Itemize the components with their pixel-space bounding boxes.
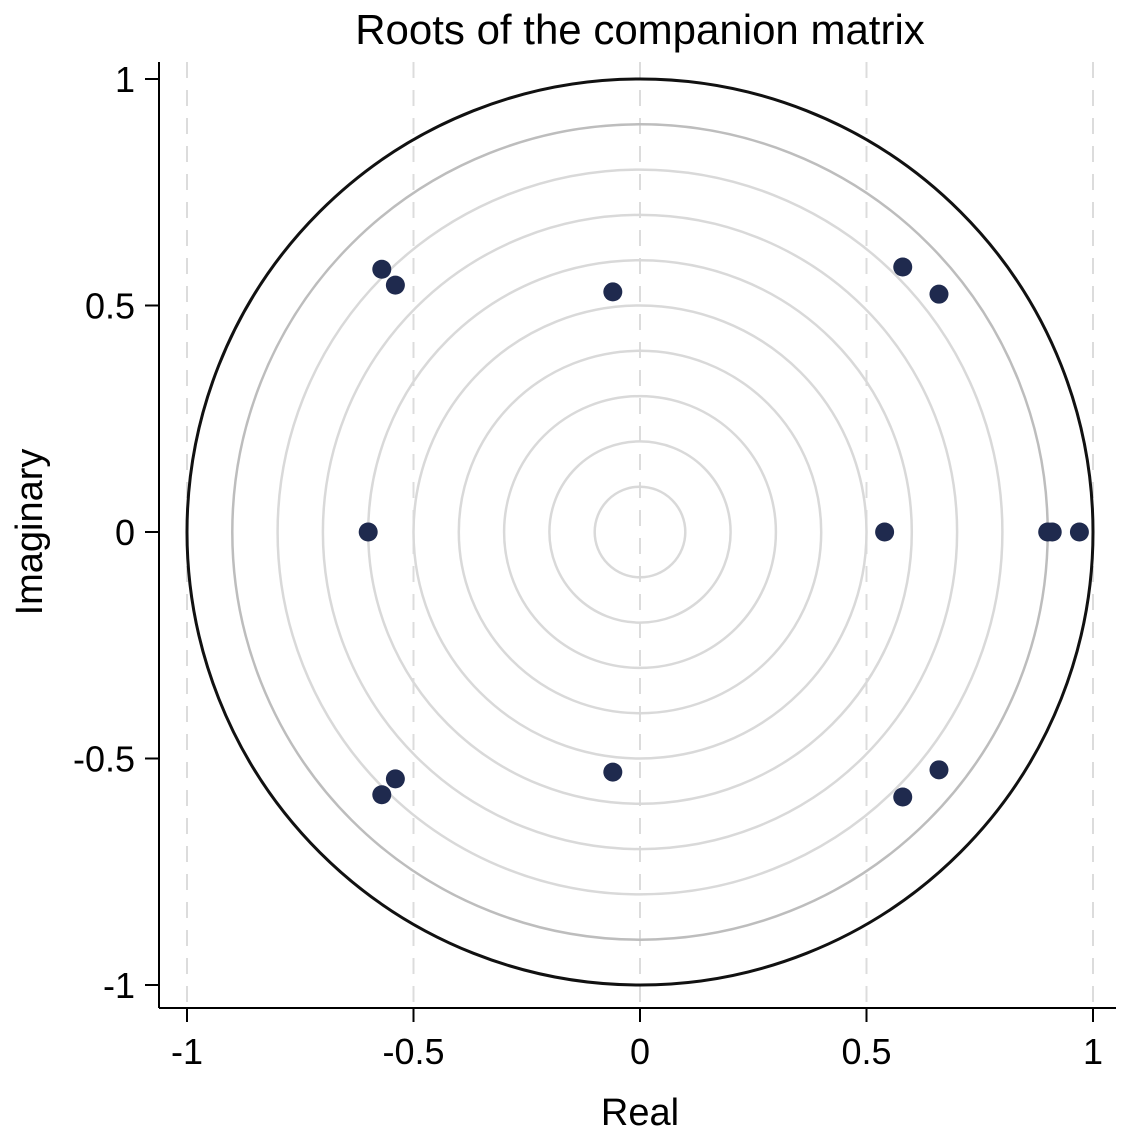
root-point-0 — [372, 259, 392, 279]
axis-ticks: -1 -0.5 0 0.5 1 -1 -0.5 0 0.5 1 — [73, 59, 1103, 1072]
reference-circles — [185, 77, 1095, 987]
y-tick-label-3: 0.5 — [85, 286, 135, 327]
root-point-14 — [929, 760, 949, 780]
root-point-13 — [893, 787, 913, 807]
y-axis-label: Imaginary — [9, 449, 51, 616]
reference-circle-7 — [548, 440, 732, 624]
y-tick-label-0: -1 — [103, 965, 135, 1006]
y-tick-label-1: -0.5 — [73, 739, 135, 780]
root-point-5 — [358, 522, 378, 542]
reference-circle-8 — [593, 485, 687, 579]
root-point-4 — [929, 284, 949, 304]
root-point-2 — [603, 282, 623, 302]
root-point-3 — [893, 257, 913, 277]
axes — [158, 62, 1116, 1009]
y-tick-label-4: 1 — [115, 59, 135, 100]
reference-circle-4 — [412, 304, 868, 760]
root-point-1 — [385, 275, 405, 295]
reference-circle-1 — [276, 168, 1004, 896]
reference-circle-5 — [457, 349, 823, 715]
reference-circle-6 — [502, 394, 778, 670]
x-tick-label-0: -1 — [171, 1031, 203, 1072]
x-axis-label: Real — [601, 1092, 679, 1134]
x-tick-label-2: 0 — [630, 1031, 650, 1072]
x-tick-label-1: -0.5 — [382, 1031, 444, 1072]
root-point-10 — [372, 785, 392, 805]
chart-title: Roots of the companion matrix — [355, 6, 925, 53]
root-point-8 — [1042, 522, 1062, 542]
root-point-12 — [603, 762, 623, 782]
root-point-6 — [875, 522, 895, 542]
x-tick-label-3: 0.5 — [841, 1031, 891, 1072]
y-tick-label-2: 0 — [115, 512, 135, 553]
unit-circle — [185, 77, 1095, 987]
x-tick-label-4: 1 — [1083, 1031, 1103, 1072]
reference-circle-3 — [366, 258, 914, 806]
reference-circle-2 — [321, 213, 959, 851]
root-point-9 — [1069, 522, 1089, 542]
root-point-11 — [385, 769, 405, 789]
data-points — [358, 257, 1089, 807]
reference-circle-0 — [231, 123, 1049, 941]
